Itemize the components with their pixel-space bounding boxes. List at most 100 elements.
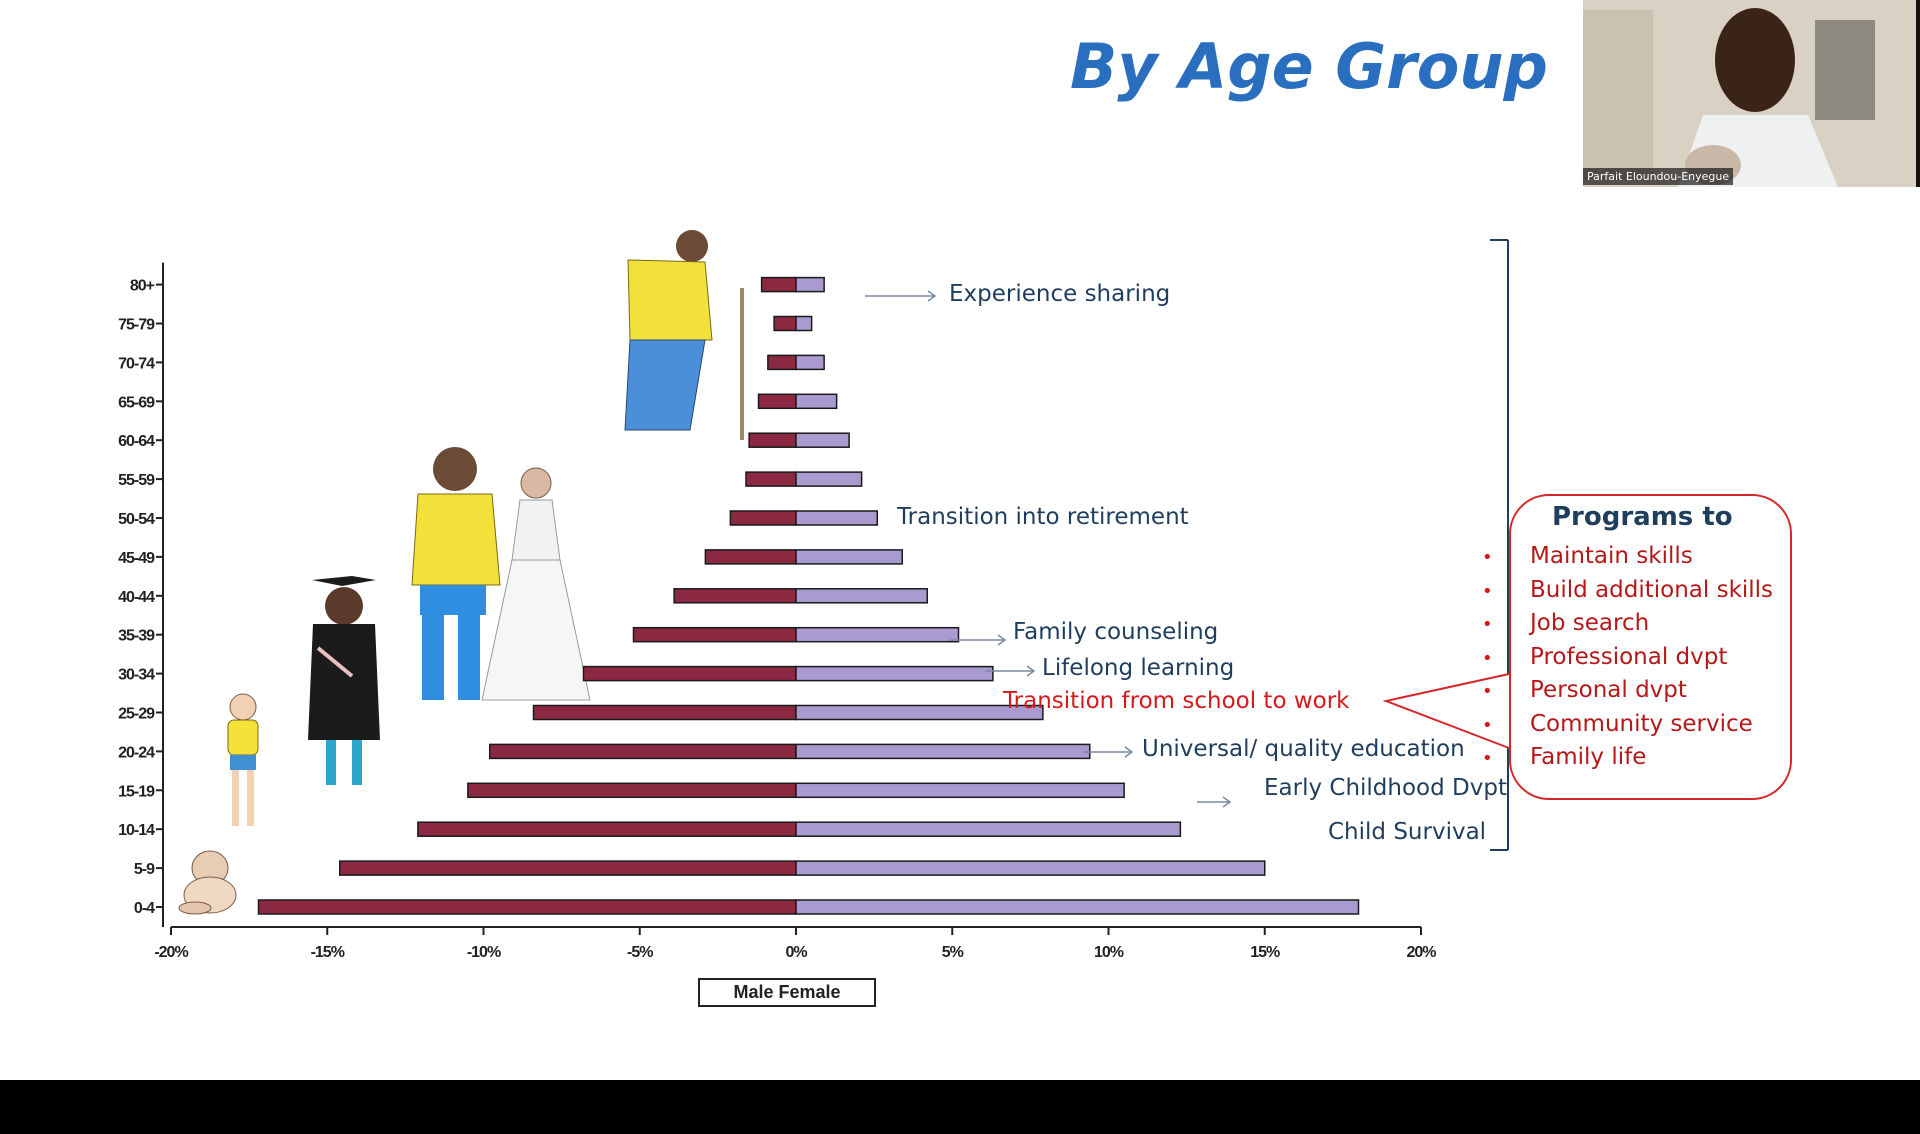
population-pyramid-chart: 0-4 5-9 10-14 15-19 20-24 25-29 30-34 35-39 40-4… [118,230,1510,1007]
chart-legend: Male Female [698,978,876,1007]
female-bar-55-59 [795,471,863,487]
y-tick-label: 70-74 [118,355,155,372]
arrow-family-counseling [950,634,1007,646]
x-tick-label: 15% [1250,944,1280,961]
male-bar-25-29 [532,704,797,721]
male-bar-10-14 [417,821,797,837]
female-bar-50-54 [795,510,878,526]
x-tick-label: 5% [942,944,964,961]
chart-axes: 0-4 5-9 10-14 15-19 20-24 25-29 30-34 35-39 40-4… [118,262,1437,961]
female-bar-45-49 [795,549,903,565]
y-tick-label: 15-19 [118,783,155,800]
y-tick-label: 40-44 [118,589,155,606]
program-item: • Build additional skills [1482,576,1774,603]
adult-man-illustration [411,447,501,700]
annotation-early-childhood: Early Childhood Dvpt [1264,775,1507,801]
program-item: • Community service [1482,710,1753,737]
female-bar-35-39 [795,626,960,643]
x-tick-label: 20% [1406,944,1436,961]
programs-callout-box [1509,494,1792,800]
male-bar-70-74 [767,354,797,371]
male-bar-40-44 [673,588,797,604]
y-tick-label: 50-54 [118,511,155,528]
life-stage-illustrations [178,230,744,915]
y-tick-label: 25-29 [118,706,155,723]
female-bar-65-69 [795,393,838,410]
annotation-arrows [865,290,1510,808]
female-bar-75-79 [795,315,813,332]
male-bar-65-69 [757,393,797,410]
y-tick-label: 35-39 [118,628,155,645]
presentation-slide: By Age Group [0,0,1920,1080]
arrow-universal-education [1083,746,1134,758]
program-item: • Family life [1482,744,1647,770]
y-tick-label: 80+ [130,278,155,295]
x-tick-label: 0% [785,944,807,961]
male-bar-20-24 [489,743,797,760]
x-tick-label: -20% [154,944,188,961]
male-bar-75-79 [773,315,797,332]
female-bar-70-74 [795,354,825,371]
annotation-family-counseling: Family counseling [1013,619,1219,645]
female-bar-80+ [795,276,825,293]
y-tick-label: 0-4 [134,900,155,917]
x-tick-label: -15% [311,944,345,961]
male-bar-0-4 [257,899,797,915]
female-bar-5-9 [795,860,1266,876]
annotation-lifelong-learning: Lifelong learning [1042,655,1235,681]
participant-video-feed [1583,0,1920,187]
annotation-school-to-work: Transition from school to work [1003,688,1350,714]
programs-list: • Maintain skills • Build additional skill… [1482,540,1773,775]
female-bar-10-14 [795,821,1182,837]
legend-text: Male Female [733,982,840,1002]
male-bar-45-49 [704,549,797,565]
male-bar-35-39 [632,626,797,643]
child-illustration [227,693,259,826]
arrow-experience-sharing [865,290,937,302]
program-item: • Professional dvpt [1482,643,1728,670]
y-tick-label: 20-24 [118,744,155,761]
chart-bars [257,276,1360,915]
y-tick-label: 5-9 [134,861,155,878]
x-tick-label: -5% [627,944,653,961]
male-bar-50-54 [729,510,797,526]
female-bar-60-64 [795,432,850,448]
bottom-black-bar [0,1080,1920,1134]
program-item: • Personal dvpt [1482,677,1687,703]
y-tick-label: 30-34 [118,667,155,684]
female-bar-30-34 [795,665,994,682]
x-tick-label: -10% [467,944,501,961]
female-bar-25-29 [795,704,1044,721]
slide-title: By Age Group [1070,30,1548,103]
annotation-experience-sharing: Experience sharing [949,281,1171,307]
female-bar-40-44 [795,588,928,604]
male-bar-80+ [760,276,797,293]
male-bar-60-64 [748,432,797,448]
program-item: • Job search [1482,610,1650,636]
participant-video-tile[interactable]: Parfait Eloundou-Enyegue [1583,0,1920,187]
video-tile-edge [1916,0,1920,187]
graduate-illustration [308,576,380,785]
y-tick-label: 10-14 [118,822,155,839]
callout-pointer [1382,673,1510,749]
x-tick-label: 10% [1094,944,1124,961]
male-bar-5-9 [339,860,797,876]
annotation-universal-education: Universal/ quality education [1142,736,1465,762]
female-bar-20-24 [795,743,1091,760]
annotation-transition-retirement: Transition into retirement [897,504,1189,530]
participant-name-label: Parfait Eloundou-Enyegue [1583,168,1734,185]
arrow-early-childhood [1197,796,1232,808]
elder-illustration [624,230,744,440]
annotation-child-survival: Child Survival [1328,819,1487,845]
female-bar-0-4 [795,899,1360,915]
programs-title: Programs to [1552,502,1733,532]
female-bar-15-19 [795,782,1125,799]
bride-illustration [481,467,591,701]
program-item: • Maintain skills [1482,543,1693,569]
male-bar-15-19 [467,782,797,799]
y-tick-label: 55-59 [118,472,155,489]
y-tick-label: 45-49 [118,550,155,567]
y-tick-label: 65-69 [118,394,155,411]
y-tick-label: 60-64 [118,433,155,450]
baby-illustration [178,850,237,915]
